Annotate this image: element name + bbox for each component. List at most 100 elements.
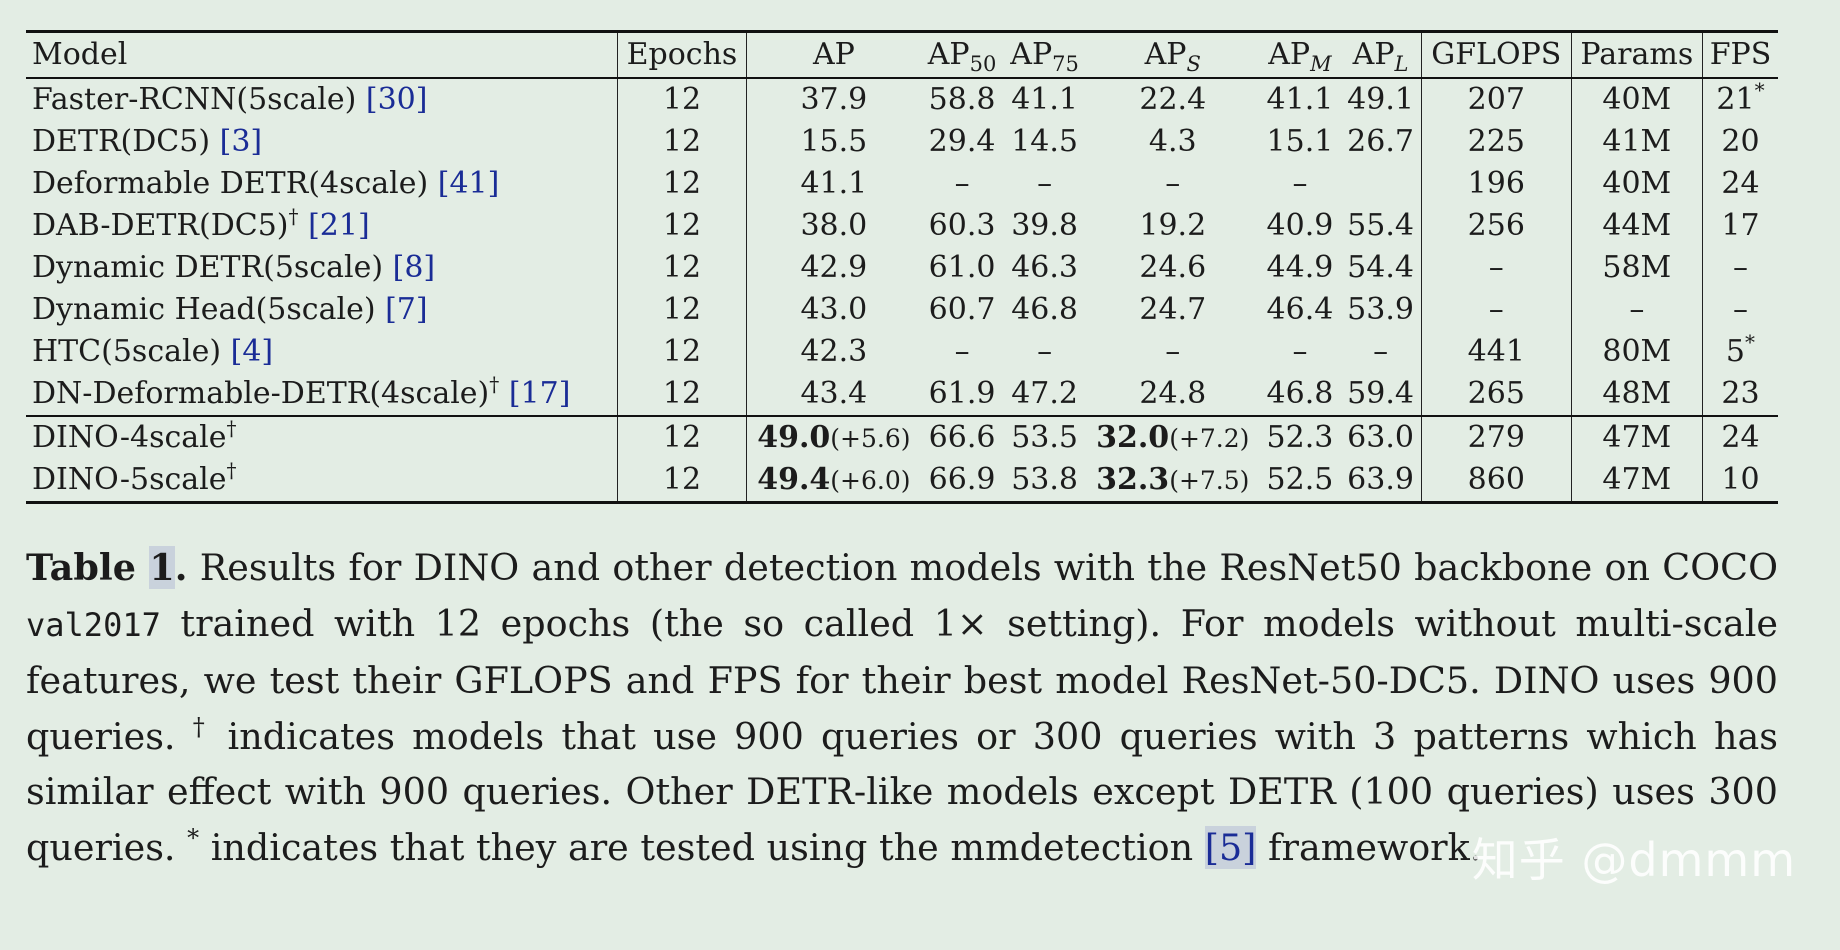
gflops-cell: – (1420, 289, 1572, 331)
table-row: Dynamic DETR(5scale) [8] 12 42.9 61.0 46.3 24… (26, 247, 1778, 289)
model-cell: DINO-5scale† (26, 459, 617, 503)
params-cell: 40M (1570, 78, 1703, 121)
fps-cell: 10 (1701, 459, 1778, 503)
params-cell: 58M (1570, 247, 1703, 289)
aps-cell: 4.3 (1148, 124, 1197, 159)
epochs-cell: 12 (616, 163, 747, 205)
apl-cell: 63.0 (1347, 420, 1414, 455)
ap50-cell: – (954, 166, 970, 201)
citation-link[interactable]: [41] (437, 166, 500, 201)
fps-cell: 21* (1701, 78, 1778, 121)
ap-delta: (+6.0) (830, 466, 911, 495)
params-cell: – (1570, 289, 1703, 331)
citation-link[interactable]: [7] (385, 292, 428, 327)
table-row-dino: DINO-5scale† 12 49.4(+6.0) 66.9 53.8 32.3(+7.… (26, 459, 1778, 503)
ap-value: 49.4 (757, 462, 831, 497)
ap-cell: 42.3 (745, 331, 921, 373)
aps-cell: 24.7 (1139, 292, 1207, 327)
fps-cell: – (1701, 247, 1778, 289)
fps-value: 21 (1716, 82, 1755, 117)
header-apm: APM (1268, 37, 1332, 76)
gflops-cell: 256 (1420, 205, 1572, 247)
gflops-cell: 265 (1420, 373, 1572, 416)
epochs-cell: 12 (616, 373, 747, 416)
fps-cell: 20 (1701, 121, 1778, 163)
gflops-cell: 207 (1420, 78, 1572, 121)
aps-delta: (+7.5) (1169, 466, 1250, 495)
header-apl: APL (1352, 37, 1409, 76)
header-epochs: Epochs (616, 31, 747, 78)
caption-text: trained with 12 epochs (the so called 1×… (26, 601, 1778, 758)
fps-value: 23 (1721, 376, 1760, 411)
caption-dagger: † (192, 712, 211, 741)
header-gflops: GFLOPS (1420, 31, 1572, 78)
ap50-cell: 61.9 (928, 376, 996, 411)
table-row: HTC(5scale) [4] 12 42.3– – – – –441 80M 5* (26, 331, 1778, 373)
aps-cell: 19.2 (1139, 208, 1207, 243)
ap75-cell: 53.5 (1011, 420, 1078, 455)
header-model: Model (32, 37, 128, 72)
ap-cell: 37.9 (745, 78, 921, 121)
caption-citation-link[interactable]: [5] (1204, 825, 1257, 869)
ap75-cell: 14.5 (1011, 124, 1078, 159)
ap50-cell: 60.7 (928, 292, 996, 327)
epochs-cell: 12 (616, 416, 747, 459)
citation-link[interactable]: [17] (508, 376, 571, 411)
apl-cell: 54.4 (1347, 250, 1414, 285)
star-mark: * (1754, 78, 1765, 102)
citation-link[interactable]: [3] (219, 124, 263, 159)
ap-cell: 49.4(+6.0) (745, 459, 921, 503)
model-name: Faster-RCNN(5scale) (32, 82, 357, 117)
gflops-cell: 860 (1420, 459, 1572, 503)
params-cell: 48M (1570, 373, 1703, 416)
aps-cell: 32.3(+7.5) (1086, 459, 1260, 503)
apm-cell: 41.1 (1266, 82, 1334, 117)
apm-cell: 15.1 (1266, 124, 1334, 159)
ap50-cell: – (954, 334, 970, 369)
citation-link[interactable]: [30] (365, 82, 428, 117)
table-row: Deformable DETR(4scale) [41] 12 41.1– – – –19… (26, 163, 1778, 205)
fps-cell: – (1701, 289, 1778, 331)
ap75-cell: 46.8 (1011, 292, 1078, 327)
aps-value: 32.0 (1096, 420, 1170, 455)
ap50-cell: 58.8 (928, 82, 996, 117)
fps-value: – (1732, 292, 1748, 327)
ap-value: 49.0 (757, 420, 831, 455)
aps-delta: (+7.2) (1169, 424, 1250, 453)
fps-cell: 24 (1701, 163, 1778, 205)
epochs-cell: 12 (616, 459, 747, 503)
gflops-cell: 225 (1420, 121, 1572, 163)
aps-cell: – (1165, 334, 1181, 369)
ap-delta: (+5.6) (830, 424, 911, 453)
fps-value: 20 (1721, 124, 1760, 159)
citation-link[interactable]: [4] (230, 334, 274, 369)
table-caption: Table 1. Results for DINO and other dete… (26, 540, 1778, 875)
caption-table-number[interactable]: 1 (149, 546, 175, 589)
ap75-cell: 46.3 (1011, 250, 1078, 285)
model-name: DETR(DC5) (32, 124, 211, 159)
apm-cell: 40.9 (1266, 208, 1334, 243)
header-ap75: AP75 (1010, 37, 1079, 76)
header-aps: APS (1144, 37, 1201, 76)
table-row: DAB-DETR(DC5)† [21] 12 38.0 60.3 39.8 19.2 40.… (26, 205, 1778, 247)
table-row-dino: DINO-4scale† 12 49.0(+5.6) 66.6 53.5 32.0(+7.… (26, 416, 1778, 459)
ap50-cell: 29.4 (928, 124, 996, 159)
model-name: DINO-5scale (32, 462, 227, 497)
apl-cell: 55.4 (1347, 208, 1414, 243)
gflops-cell: 196 (1420, 163, 1572, 205)
gflops-cell: 441 (1420, 331, 1572, 373)
citation-link[interactable]: [21] (308, 208, 370, 243)
params-cell: 47M (1570, 416, 1703, 459)
ap75-cell: – (1037, 166, 1053, 201)
epochs-cell: 12 (616, 205, 747, 247)
dino-rows: DINO-4scale† 12 49.0(+5.6) 66.6 53.5 32.0(+7.… (26, 416, 1778, 503)
table-header-row: Model Epochs AP AP50 AP75 APS APM APL GF… (26, 31, 1778, 78)
citation-link[interactable]: [8] (392, 250, 436, 285)
ap-cell: 49.0(+5.6) (745, 416, 921, 459)
apm-cell: – (1292, 166, 1308, 201)
gflops-cell: 279 (1420, 416, 1572, 459)
apl-cell: 63.9 (1347, 462, 1414, 497)
table-row: Faster-RCNN(5scale) [30] 12 37.9 58.8 41.1 22… (26, 78, 1778, 121)
caption-text: framework. (1256, 825, 1482, 869)
baseline-rows: Faster-RCNN(5scale) [30] 12 37.9 58.8 41.1 22… (26, 78, 1778, 416)
